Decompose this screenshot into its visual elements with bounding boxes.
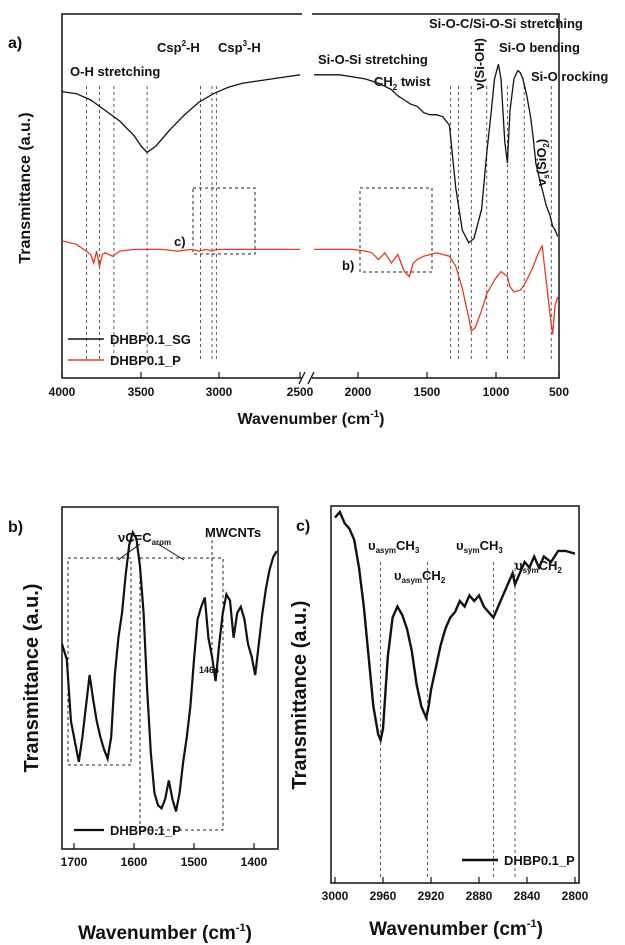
panel-c-y-label: Transmittance (a.u.) xyxy=(289,601,311,790)
panel-c-vlines xyxy=(380,562,516,880)
annotation-asym-ch3: υasymCH3 xyxy=(368,538,420,555)
panel-c-x-label: Wavenumber (cm-1) xyxy=(369,918,543,940)
panel-b-box-left xyxy=(67,557,132,766)
tick-label-a: 4000 xyxy=(49,385,76,399)
annotation-sym-ch3: υsymCH3 xyxy=(456,538,503,555)
panel-b-label: b) xyxy=(8,519,23,536)
panel-c-label: c) xyxy=(296,518,310,535)
annotation-vs-sio2: νs(SiO2) xyxy=(534,139,551,186)
annotation-ch2-twist: CH2 twist xyxy=(374,74,431,92)
annotation-sio-rocking: Si-O rocking xyxy=(531,69,608,84)
annotation-asym-ch2: υasymCH2 xyxy=(394,568,446,585)
annotation-sioh: ν(Si-OH) xyxy=(472,38,487,90)
panel-b-y-label: Transmittance (a.u.) xyxy=(21,584,43,773)
annotation-csp3: Csp3-H xyxy=(218,39,261,55)
annotation-sio-bending: Si-O bending xyxy=(499,40,580,55)
tick-label-c: 2840 xyxy=(514,889,541,903)
legend-b: DHBP0.1_P xyxy=(74,823,181,838)
annotation-vcc-arom: νC=Carom xyxy=(118,530,171,547)
tick-label-a: 3500 xyxy=(128,385,155,399)
tick-label-a: 1000 xyxy=(483,385,510,399)
panel-c-frame xyxy=(330,505,580,884)
tick-label-b: 1700 xyxy=(61,855,88,869)
tick-label-c: 2960 xyxy=(370,889,397,903)
tick-label-a: 500 xyxy=(549,385,569,399)
panel-a-x-ticks: 4000 3500 3000 2500 2000 1500 1000 500 xyxy=(49,372,569,399)
panel-b-box-right xyxy=(139,557,224,831)
annotation-box-b: b) xyxy=(342,258,354,273)
legend-b-label: DHBP0.1_P xyxy=(110,823,181,838)
panel-a-label: a) xyxy=(8,35,22,52)
annotation-1464: 1464 xyxy=(199,665,219,675)
annotation-box-c: c) xyxy=(174,234,186,249)
legend-label-sg: DHBP0.1_SG xyxy=(110,332,191,347)
panel-a-x-label: Wavenumber (cm-1) xyxy=(237,409,384,428)
legend-c-label: DHBP0.1_P xyxy=(504,853,575,868)
panel-a-dashed-boxes xyxy=(192,187,433,273)
tick-label-c: 3000 xyxy=(322,889,349,903)
panel-b-x-ticks: 1700 1600 1500 1400 xyxy=(61,843,268,869)
tick-label-b: 1400 xyxy=(241,855,268,869)
dashed-box-c xyxy=(192,187,256,255)
legend-label-p: DHBP0.1_P xyxy=(110,353,181,368)
dashed-box-b xyxy=(359,187,433,273)
legend-c: DHBP0.1_P xyxy=(462,853,575,868)
panel-b-x-label: Wavenumber (cm-1) xyxy=(78,922,252,944)
tick-label-a: 2000 xyxy=(345,385,372,399)
tick-label-c: 2920 xyxy=(418,889,445,903)
panel-b-arrow-right xyxy=(157,543,185,561)
annotation-mwcnts: MWCNTs xyxy=(205,525,261,540)
tick-label-b: 1600 xyxy=(121,855,148,869)
annotation-sym-ch2: υsymCH2 xyxy=(515,558,562,575)
annotation-oh: O-H stretching xyxy=(70,64,160,79)
panel-c-series-line xyxy=(334,509,576,744)
tick-label-c: 2880 xyxy=(466,889,493,903)
axis-break xyxy=(298,10,315,385)
series-line-sg xyxy=(61,64,559,244)
panel-a-vlines xyxy=(86,86,552,362)
tick-label-a: 3000 xyxy=(206,385,233,399)
tick-label-b: 1500 xyxy=(181,855,208,869)
legend-a: DHBP0.1_SG DHBP0.1_P xyxy=(68,332,191,368)
panel-a: a) O-H stretching Csp2-H Csp3-H Si-O-Si … xyxy=(8,10,608,428)
panel-a-y-label: Transmittance (a.u.) xyxy=(17,112,34,263)
panel-b: b) νC=Carom MWCNTs 1464 DHBP0.1_P 1700 16… xyxy=(8,506,279,944)
panel-c: c) υasymCH3 υasymCH2 υsymCH3 υsymCH2 DHB… xyxy=(289,505,589,940)
panel-c-x-ticks: 3000 2960 2920 2880 2840 2800 xyxy=(322,877,589,903)
annotation-csp2: Csp2-H xyxy=(157,39,200,55)
series-line-p xyxy=(61,240,559,335)
tick-label-c: 2800 xyxy=(562,889,589,903)
panel-b-frame xyxy=(61,506,279,850)
tick-label-a: 1500 xyxy=(414,385,441,399)
tick-label-a: 2500 xyxy=(287,385,314,399)
annotation-siosi-stretching: Si-O-Si stretching xyxy=(318,52,428,67)
annotation-sioc-stretching: Si-O-C/Si-O-Si stretching xyxy=(429,16,583,31)
panel-b-series-line xyxy=(60,529,278,812)
